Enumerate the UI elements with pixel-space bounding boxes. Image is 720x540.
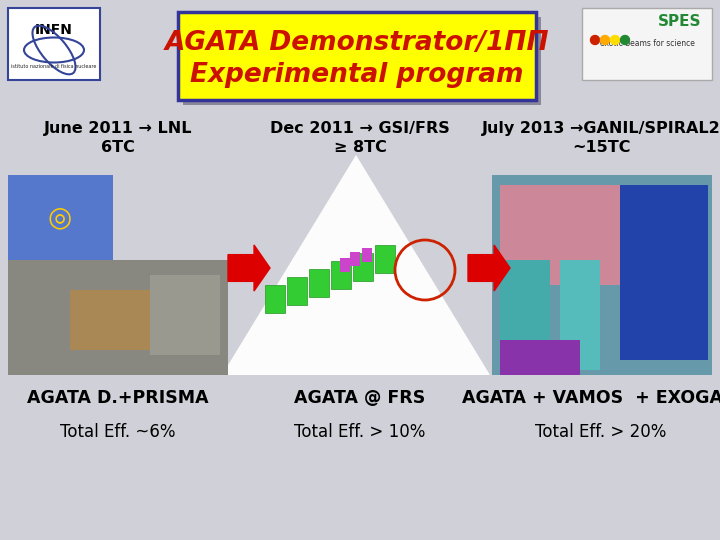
Text: July 2013 →GANIL/SPIRAL2
~15TC: July 2013 →GANIL/SPIRAL2 ~15TC bbox=[482, 120, 720, 156]
Text: exotic beams for science: exotic beams for science bbox=[600, 38, 694, 48]
Bar bbox=[375, 245, 395, 273]
Text: Total Eff. ~6%: Total Eff. ~6% bbox=[60, 423, 176, 441]
Bar bbox=[250, 178, 480, 373]
Text: AGATA + VAMOS  + EXOGAM: AGATA + VAMOS + EXOGAM bbox=[462, 389, 720, 407]
Text: Total Eff. > 10%: Total Eff. > 10% bbox=[294, 423, 426, 441]
Bar bbox=[500, 185, 620, 285]
Text: AGATA Demonstrator/1ΠΠ: AGATA Demonstrator/1ΠΠ bbox=[165, 30, 549, 56]
Circle shape bbox=[621, 36, 629, 44]
Bar bbox=[620, 185, 708, 360]
Polygon shape bbox=[468, 245, 510, 291]
Bar bbox=[70, 290, 150, 350]
Bar bbox=[8, 8, 100, 80]
Bar bbox=[582, 8, 712, 80]
Bar bbox=[265, 285, 285, 313]
Text: AGATA D.+PRISMA: AGATA D.+PRISMA bbox=[27, 389, 209, 407]
Circle shape bbox=[611, 36, 619, 44]
Text: Experimental program: Experimental program bbox=[190, 62, 523, 89]
Bar bbox=[150, 275, 220, 355]
Text: June 2011 → LNL
6TC: June 2011 → LNL 6TC bbox=[44, 120, 192, 156]
Text: AGATA @ FRS: AGATA @ FRS bbox=[294, 389, 426, 407]
Bar bbox=[340, 258, 350, 272]
Bar bbox=[8, 175, 113, 260]
Bar bbox=[183, 17, 541, 105]
Bar bbox=[560, 260, 600, 370]
Text: Total Eff. > 20%: Total Eff. > 20% bbox=[535, 423, 667, 441]
Bar bbox=[353, 253, 373, 281]
Bar bbox=[500, 340, 580, 375]
Bar bbox=[309, 269, 329, 297]
Bar bbox=[287, 277, 307, 305]
Bar bbox=[178, 12, 536, 100]
Text: ◎: ◎ bbox=[48, 203, 72, 231]
Text: istituto nazionale di fisica nucleare: istituto nazionale di fisica nucleare bbox=[12, 64, 96, 69]
Polygon shape bbox=[222, 155, 490, 375]
Text: Dec 2011 → GSI/FRS
≥ 8TC: Dec 2011 → GSI/FRS ≥ 8TC bbox=[270, 120, 450, 156]
Bar bbox=[331, 261, 351, 289]
Bar bbox=[492, 175, 712, 375]
Text: SPES: SPES bbox=[658, 15, 702, 30]
Polygon shape bbox=[228, 245, 270, 291]
Bar bbox=[362, 248, 372, 262]
Circle shape bbox=[590, 36, 600, 44]
Circle shape bbox=[600, 36, 610, 44]
Bar bbox=[500, 260, 550, 370]
Bar bbox=[350, 252, 360, 266]
Bar bbox=[8, 260, 228, 375]
Text: INFN: INFN bbox=[35, 23, 73, 37]
